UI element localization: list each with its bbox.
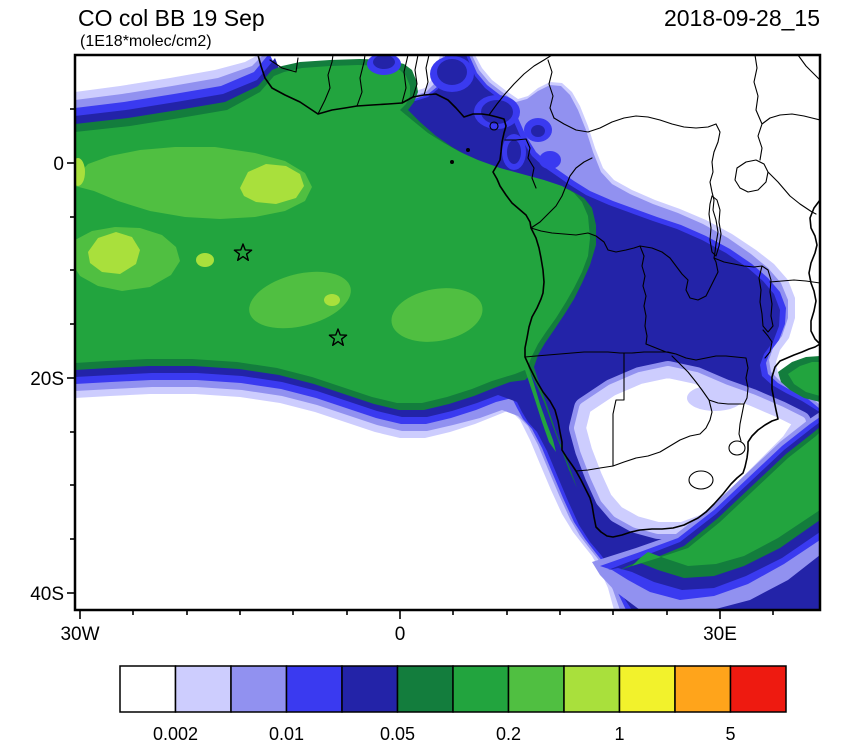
- contour-green-se-band: [632, 432, 820, 566]
- eswatini-border: [728, 440, 746, 456]
- bioko-island: [489, 121, 499, 131]
- colorbar-label-001: 0.01: [269, 724, 304, 744]
- contour-medgreen-patch-a: [75, 147, 312, 219]
- angola-zambia-borders: [530, 227, 719, 345]
- colorbar-cell-9: [618, 665, 676, 713]
- x-tick-label-0: 0: [395, 624, 406, 645]
- colorbar-cell-4: [341, 665, 399, 713]
- central-africa-borders: [504, 115, 721, 259]
- colorbar-cell-2: [230, 665, 288, 713]
- sao-tome-island-dot: [466, 148, 470, 152]
- contour-medgreen-patch-c: [249, 271, 351, 329]
- plot-title: CO col BB 19 Sep: [78, 5, 265, 31]
- plot-datetime: 2018-09-28_15: [664, 5, 820, 31]
- colorbar-cell-7: [507, 665, 565, 713]
- annobon-island-dot: [450, 160, 454, 164]
- x-tick-label-30w: 30W: [60, 624, 99, 645]
- colorbar-cell-8: [563, 665, 621, 713]
- contour-darkblue-pocket-1: [437, 59, 467, 85]
- contour-yellowgreen-patch-2: [88, 232, 140, 274]
- colorbar-cell-5: [396, 665, 454, 713]
- y-tick-label-40s: 40S: [30, 584, 64, 605]
- contour-yellowgreen-patch-4: [324, 294, 340, 306]
- east-africa-borders-lakes: [708, 55, 820, 359]
- contour-yellowgreen-patch-1: [240, 164, 304, 204]
- contour-darkblue-pocket-2: [481, 100, 513, 124]
- plot-units-subtitle: (1E18*molec/cm2): [80, 33, 212, 50]
- star-marker-1: [233, 243, 253, 261]
- colorbar-label-5: 5: [725, 724, 735, 744]
- map-outlines: [233, 55, 820, 538]
- colorbar-label-005: 0.05: [380, 724, 415, 744]
- colorbar-cell-1: [174, 665, 232, 713]
- contour-field: [75, 55, 820, 610]
- colorbar-cell-0: [119, 665, 177, 713]
- star-marker-2: [328, 328, 348, 346]
- contour-green-channel: [788, 362, 820, 396]
- contour-medgreen-patch-d: [391, 288, 483, 342]
- colorbar-cell-3: [285, 665, 343, 713]
- y-tick-label-0: 0: [53, 154, 64, 175]
- colorbar-label-02: 0.2: [496, 724, 521, 744]
- africa-coastline: [257, 55, 820, 538]
- contour-lavender-zimbabwe-patch: [687, 385, 743, 411]
- west-africa-borders: [269, 55, 430, 115]
- contour-yellowgreen-patch-3: [196, 253, 214, 267]
- colorbar-label-1: 1: [614, 724, 624, 744]
- colorbar-label-0002: 0.002: [153, 724, 198, 744]
- nigeria-cameroon-borders: [488, 55, 555, 119]
- lesotho-border: [688, 470, 714, 490]
- contour-blue-pocket-6: [539, 151, 561, 169]
- contour-yellowgreen-patch-5: [75, 158, 85, 186]
- southern-africa-borders: [524, 343, 749, 472]
- east-africa-coastline: [808, 199, 820, 345]
- x-axis-ticks: [79, 610, 774, 619]
- x-tick-label-30e: 30E: [703, 624, 737, 645]
- contour-darkblue-pocket-5: [531, 125, 545, 137]
- contour-darkblue-pocket-4: [507, 140, 521, 164]
- contour-darkblue-pocket-3: [373, 55, 395, 69]
- colorbar-cell-11: [729, 665, 787, 713]
- y-tick-label-20s: 20S: [30, 369, 64, 390]
- colorbar-cell-10: [674, 665, 732, 713]
- y-axis-ticks: [67, 108, 75, 594]
- plot-frame: [73, 53, 822, 612]
- colorbar-cell-6: [452, 665, 510, 713]
- colorbar: 0.002 0.01 0.05 0.2 1 5: [119, 665, 787, 744]
